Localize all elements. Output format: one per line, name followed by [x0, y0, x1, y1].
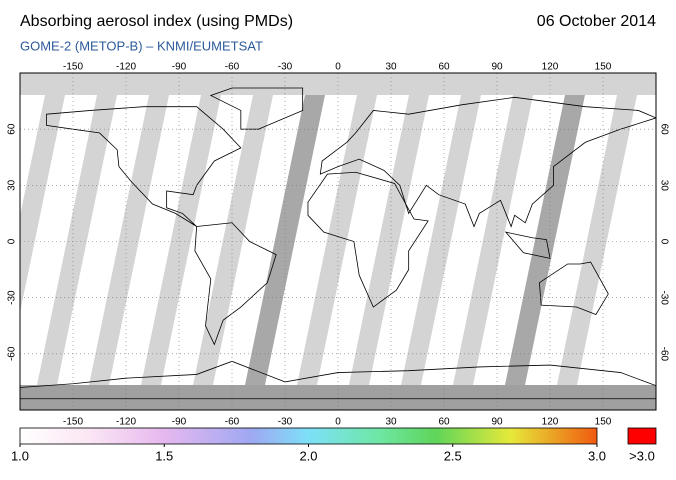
lon-label: -150 — [63, 417, 83, 428]
lon-label: 0 — [335, 62, 341, 73]
title: Absorbing aerosol index (using PMDs) — [20, 13, 293, 30]
lon-label: -150 — [63, 62, 83, 73]
colorbar-label: 1.5 — [155, 448, 173, 463]
lon-label: -60 — [225, 417, 240, 428]
land — [20, 360, 656, 400]
swath — [557, 95, 637, 385]
lon-label: 0 — [335, 417, 341, 428]
lon-label: 90 — [491, 62, 503, 73]
lon-label: -120 — [116, 417, 136, 428]
lon-label: -30 — [278, 62, 293, 73]
swath — [89, 95, 169, 385]
lon-label: 30 — [385, 62, 397, 73]
lon-label: -30 — [278, 417, 293, 428]
swath — [297, 95, 377, 385]
swath — [349, 95, 429, 385]
lat-label: 30 — [658, 180, 669, 192]
over-box — [627, 427, 657, 445]
date: 06 October 2014 — [537, 13, 656, 30]
lon-label: 30 — [385, 417, 397, 428]
no-data-band — [20, 73, 656, 95]
lon-label: 60 — [438, 62, 450, 73]
lat-label: -30 — [7, 290, 18, 305]
lat-label: 0 — [658, 239, 669, 245]
lon-label: -90 — [172, 62, 187, 73]
subtitle: GOME-2 (METOP-B) – KNMI/EUMETSAT — [20, 38, 263, 53]
lat-label: 60 — [658, 124, 669, 136]
swath — [141, 95, 221, 385]
lon-label: 120 — [542, 62, 559, 73]
swath — [401, 95, 481, 385]
lon-label: 120 — [542, 417, 559, 428]
map-frame — [19, 72, 657, 411]
swath — [20, 95, 65, 313]
lat-label: 60 — [7, 123, 18, 135]
land — [209, 87, 304, 130]
lat-label: -60 — [7, 346, 18, 361]
swath — [505, 95, 585, 385]
colorbar-label: 2.0 — [299, 448, 317, 463]
lat-label: 30 — [7, 179, 18, 191]
lon-label: 150 — [595, 62, 612, 73]
swath — [453, 95, 533, 385]
lon-label: -90 — [172, 417, 187, 428]
over-label: >3.0 — [629, 448, 655, 463]
map-area — [20, 73, 656, 410]
land — [504, 231, 551, 259]
lon-label: -60 — [225, 62, 240, 73]
colorbar-label: 2.5 — [444, 448, 462, 463]
land — [319, 96, 656, 228]
swath — [193, 95, 273, 385]
swath — [245, 95, 325, 385]
lat-label: -60 — [658, 347, 669, 362]
land — [46, 106, 242, 227]
colorbar-label: 3.0 — [588, 448, 606, 463]
lon-label: 90 — [491, 417, 503, 428]
lon-label: 60 — [438, 417, 450, 428]
lat-label: -30 — [658, 290, 669, 305]
colorbar — [19, 427, 598, 445]
land — [307, 171, 429, 308]
colorbar-label: 1.0 — [11, 448, 29, 463]
lat-label: 0 — [7, 238, 18, 244]
lon-label: -120 — [116, 62, 136, 73]
land — [538, 261, 609, 316]
lon-label: 150 — [595, 417, 612, 428]
swath — [37, 95, 117, 385]
